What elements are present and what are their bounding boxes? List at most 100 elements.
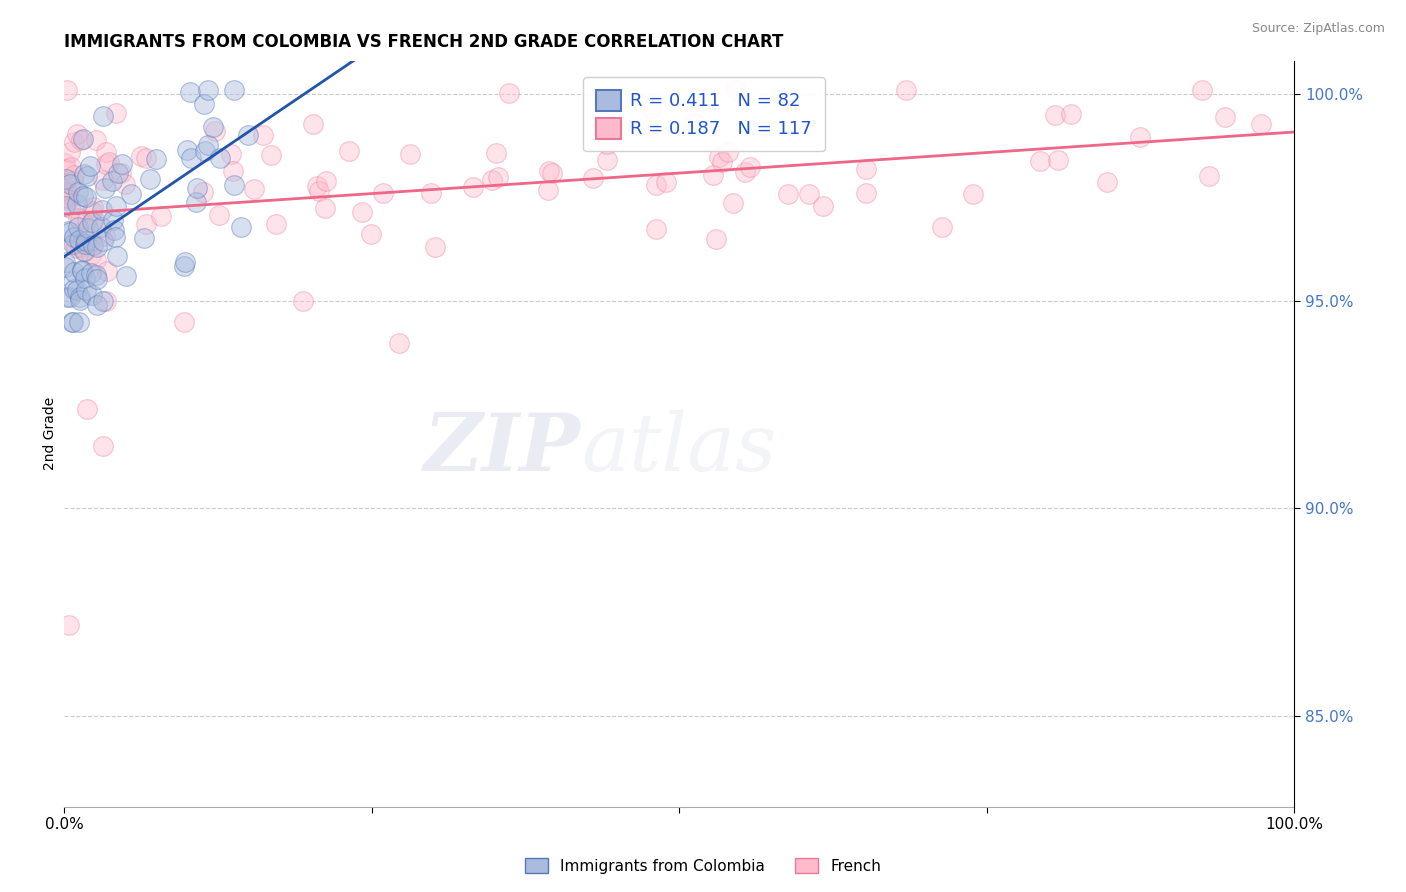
Point [94,156,117,170]
Point [73,237,96,252]
Point [236,128,259,143]
Point [69,213,91,227]
Point [104,230,127,244]
Point [373,186,395,200]
Point [73,270,96,285]
Point [91,439,114,453]
Point [91,110,114,124]
Point [62,230,84,244]
Point [70,133,93,147]
Point [197,138,219,153]
Point [72,189,94,203]
Point [725,83,748,97]
Point [53,255,76,269]
Point [717,145,740,160]
Point [77,237,100,252]
Point [75,284,97,298]
Point [107,166,129,180]
Point [80,267,103,281]
Point [132,231,155,245]
Point [776,187,799,202]
Point [173,255,195,269]
Point [931,220,953,235]
Point [315,174,337,188]
Point [75,234,97,248]
Point [72,131,94,145]
Point [105,249,128,263]
Point [80,215,103,229]
Point [1060,107,1083,121]
Point [485,145,508,160]
Point [86,240,108,254]
Point [1198,169,1220,183]
Point [115,268,138,283]
Point [105,198,128,212]
Point [66,196,89,211]
Point [62,237,84,252]
Point [655,175,678,189]
Point [350,205,373,219]
Point [86,272,108,286]
Point [683,116,706,130]
Point [84,253,107,268]
Point [114,177,136,191]
Point [811,199,834,213]
Point [65,241,87,255]
Point [799,187,821,202]
Point [56,289,79,303]
Point [82,238,104,252]
Point [423,240,446,254]
Point [640,101,662,115]
Point [1213,111,1236,125]
Point [94,228,117,243]
Point [69,290,91,304]
Point [63,265,86,279]
Point [101,174,124,188]
Text: atlas: atlas [581,410,776,488]
Point [194,144,217,158]
Point [337,144,360,158]
Point [207,208,229,222]
Point [72,167,94,181]
Point [1250,117,1272,131]
Point [222,163,245,178]
Point [894,83,917,97]
Point [135,151,157,165]
Point [709,150,731,164]
Point [96,264,118,278]
Point [704,232,727,246]
Point [129,148,152,162]
Point [53,191,76,205]
Point [120,187,142,202]
Point [60,315,83,329]
Point [59,160,82,174]
Point [222,83,245,97]
Point [486,170,509,185]
Point [145,152,167,166]
Point [252,128,274,142]
Point [56,83,79,97]
Point [63,169,86,183]
Point [94,181,117,195]
Legend: Immigrants from Colombia, French: Immigrants from Colombia, French [519,852,887,880]
Point [69,293,91,307]
Point [70,264,93,278]
Point [1129,129,1152,144]
Point [1095,175,1118,189]
Point [59,290,82,304]
Point [721,195,744,210]
Point [91,203,114,218]
Point [80,234,103,248]
Point [69,240,91,254]
Point [738,160,761,174]
Point [53,155,76,169]
Point [231,219,253,234]
Point [80,248,103,262]
Point [180,151,202,165]
Point [67,233,90,247]
Y-axis label: 2nd Grade: 2nd Grade [44,397,58,470]
Point [77,221,100,235]
Point [56,193,79,207]
Point [59,201,82,215]
Point [360,227,382,241]
